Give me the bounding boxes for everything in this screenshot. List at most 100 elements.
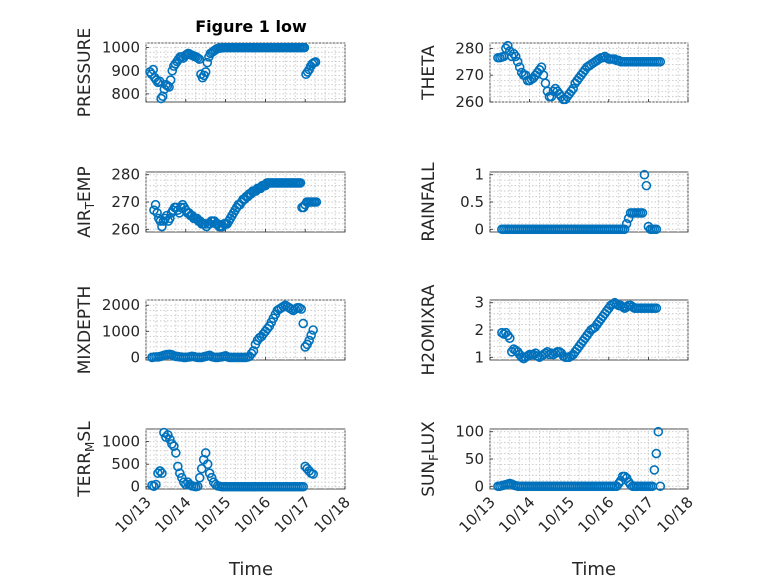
y-tick-label: 260 xyxy=(111,220,140,238)
y-tick-label: 260 xyxy=(455,93,484,111)
y-tick-label: 280 xyxy=(111,166,140,184)
x-tick-label: 10/16 xyxy=(574,493,617,536)
x-tick-label: 10/16 xyxy=(231,493,274,536)
y-tick-label: 270 xyxy=(111,193,140,211)
data-point xyxy=(503,40,513,51)
data-point xyxy=(194,472,205,483)
x-tick-label: 10/15 xyxy=(535,493,578,536)
data-point xyxy=(165,434,175,445)
data-point xyxy=(655,56,666,67)
y-tick-label: 270 xyxy=(455,66,484,84)
y-tick-label: 280 xyxy=(455,39,484,57)
x-tick-label: 10/13 xyxy=(456,493,499,536)
data-point xyxy=(649,465,660,475)
data-point xyxy=(621,219,632,229)
data-point xyxy=(248,346,259,356)
data-point xyxy=(308,325,318,335)
y-tick-label: 2000 xyxy=(102,296,140,314)
data-point xyxy=(157,468,167,479)
y-tick-label: 500 xyxy=(111,455,140,473)
subplot-terr_msl: 0 500 1000 TERRMSL xyxy=(75,421,346,498)
y-tick-label: 100 xyxy=(455,423,484,441)
data-point xyxy=(298,318,309,329)
series-h2omixra xyxy=(497,297,662,364)
y-tick-label: 0 xyxy=(474,220,484,238)
x-tick-label: 10/17 xyxy=(614,493,657,536)
y-axis-label: TERRMSL xyxy=(75,421,97,498)
subplot-rainfall: 0 0.5 1 RAINFALL xyxy=(419,162,689,242)
y-tick-label: 1000 xyxy=(102,433,140,451)
data-point xyxy=(497,327,507,338)
y-tick-label: 1000 xyxy=(102,322,140,340)
x-tick-label: 10/14 xyxy=(151,493,194,536)
data-point xyxy=(504,333,515,343)
data-point xyxy=(298,481,309,492)
subplot-h2omixra: 1 2 3 H2OMIXRA xyxy=(419,284,689,376)
data-point xyxy=(153,468,163,479)
data-point xyxy=(152,208,162,218)
y-axis-label: RAINFALL xyxy=(419,162,439,242)
data-point xyxy=(306,330,316,341)
data-point xyxy=(308,469,318,479)
x-tick-label: 10/18 xyxy=(654,493,697,536)
subplot-air_temp: 260 270 280 AIRTEMP xyxy=(75,166,346,238)
data-point xyxy=(167,439,177,449)
x-tick-label: 10/14 xyxy=(495,493,538,536)
y-tick-label: 0 xyxy=(130,348,140,366)
data-point xyxy=(510,51,521,62)
data-point xyxy=(651,448,662,459)
y-tick-label: 1 xyxy=(474,348,484,366)
data-point xyxy=(192,53,203,63)
data-point xyxy=(514,62,525,72)
data-point xyxy=(512,56,523,67)
series-sun_flux xyxy=(493,426,666,492)
data-point xyxy=(506,51,517,62)
data-point xyxy=(651,303,662,313)
data-point xyxy=(304,335,314,346)
data-point xyxy=(641,180,652,191)
x-axis-label-right: Time xyxy=(571,559,616,580)
data-point xyxy=(157,221,167,232)
data-point xyxy=(295,178,306,188)
x-tick-label: 10/13 xyxy=(112,493,155,536)
axes-frame xyxy=(145,428,346,490)
data-point xyxy=(200,67,211,77)
data-point xyxy=(177,472,187,483)
data-point xyxy=(548,86,559,97)
data-point xyxy=(163,430,173,440)
data-point xyxy=(310,57,321,67)
data-point xyxy=(619,224,630,235)
data-point xyxy=(200,448,211,458)
y-tick-label: 900 xyxy=(111,62,140,80)
data-point xyxy=(202,57,213,68)
data-point xyxy=(508,48,519,59)
x-axis-label-left: Time xyxy=(228,559,273,580)
data-point xyxy=(165,75,176,85)
y-tick-label: 1000 xyxy=(102,39,140,57)
x-tick-label: 10/15 xyxy=(191,493,234,536)
data-point xyxy=(299,42,310,53)
data-point xyxy=(566,86,576,97)
data-point xyxy=(290,304,301,314)
y-axis-label: THETA xyxy=(419,45,439,101)
series-rainfall xyxy=(497,169,662,235)
data-point xyxy=(655,481,666,492)
subplot-mixdepth: 0 1000 2000 MIXDEPTH xyxy=(75,286,346,374)
data-point xyxy=(202,459,213,469)
y-tick-label: 0.5 xyxy=(460,193,484,211)
figure-title: Figure 1 low xyxy=(195,17,307,36)
y-tick-label: 0 xyxy=(130,478,140,496)
series-mixdepth xyxy=(147,300,318,363)
data-point xyxy=(156,93,166,104)
subplot-sun_flux: 0 50 100 SUNFLUX xyxy=(419,421,689,497)
series-terr_msl xyxy=(147,427,318,492)
data-point xyxy=(653,426,664,437)
data-point xyxy=(194,54,205,64)
series-pressure xyxy=(145,42,321,104)
data-point xyxy=(311,197,322,207)
y-axis-label: PRESSURE xyxy=(75,28,95,117)
data-point xyxy=(171,448,181,458)
y-axis-label: H2OMIXRA xyxy=(419,284,439,375)
